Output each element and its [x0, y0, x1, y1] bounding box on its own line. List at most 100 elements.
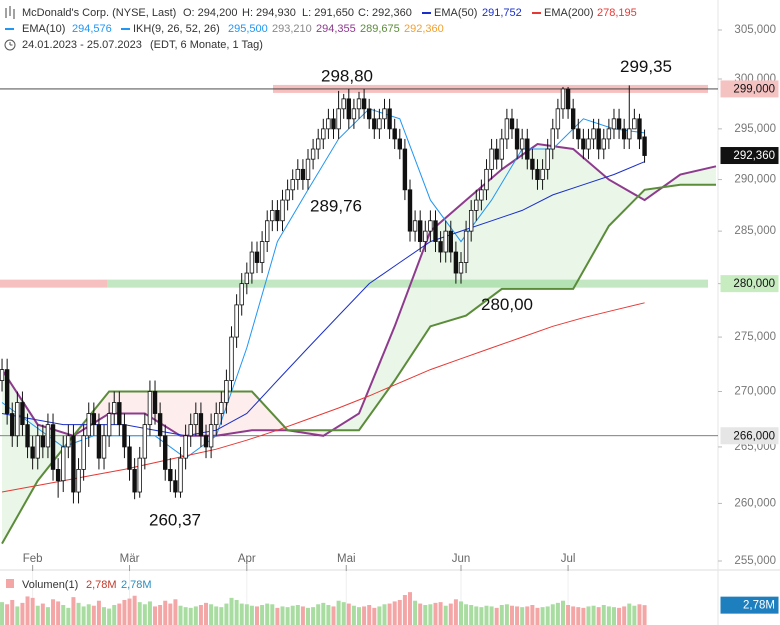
- legend-value: 295,500: [228, 23, 268, 35]
- volume-bar: [382, 604, 387, 625]
- volume-bar: [311, 607, 316, 625]
- close-value: C: 292,360: [358, 7, 412, 19]
- volume-bar: [601, 605, 606, 625]
- volume-bar: [86, 604, 91, 625]
- candle-body: [66, 435, 71, 448]
- volume-bar: [387, 603, 392, 625]
- candle-body: [351, 108, 357, 120]
- volume-bar: [137, 602, 142, 625]
- volume-bar: [15, 606, 20, 625]
- candle-body: [596, 128, 601, 150]
- volume-title: Volumen(1): [22, 579, 78, 591]
- price-label-box: [720, 427, 779, 445]
- volume-bar: [117, 603, 122, 625]
- candle-body: [387, 108, 392, 130]
- candle-body: [550, 128, 555, 150]
- price-label-box: [720, 596, 779, 614]
- volume-bar: [346, 603, 351, 625]
- candle-body: [168, 468, 173, 482]
- volume-bar: [163, 600, 168, 625]
- candle-body: [535, 168, 540, 180]
- candle-body: [627, 128, 632, 140]
- volume-bar: [35, 605, 40, 625]
- volume-bar: [91, 605, 96, 625]
- volume-bar: [321, 602, 326, 625]
- candle-body: [40, 435, 46, 448]
- candle-body: [188, 424, 193, 437]
- candle-body: [570, 108, 576, 130]
- candle-body: [463, 230, 469, 263]
- candle-body: [591, 128, 596, 140]
- volume-bar: [295, 605, 300, 625]
- volume-bar: [453, 599, 458, 625]
- volume-bar: [178, 605, 183, 625]
- volume-value: 2,78M: [86, 579, 117, 591]
- axis-layer: 255,000260,000265,000270,000275,000280,0…: [23, 24, 779, 614]
- legend-name: EMA(10): [22, 23, 65, 35]
- price-annotation: 260,37: [149, 511, 201, 530]
- candle-body: [259, 241, 265, 263]
- candle-body: [25, 424, 30, 448]
- volume-bar: [550, 604, 555, 625]
- volume-icon: [6, 579, 14, 588]
- candle-body: [30, 446, 35, 459]
- volume-bar: [362, 606, 367, 625]
- volume-bar: [122, 600, 127, 625]
- header-layer: McDonald's Corp. (NYSE, Last) O: 294,200…: [4, 6, 637, 591]
- candle-body: [372, 118, 377, 130]
- candle-body: [519, 138, 525, 150]
- volume-bar: [611, 607, 616, 625]
- candle-body: [96, 424, 102, 459]
- price-annotation: 289,76: [310, 196, 362, 215]
- x-tick-label: Jun: [452, 553, 471, 565]
- candle-body: [341, 98, 346, 110]
- candle-body: [356, 98, 362, 110]
- cloud-fill: [537, 143, 574, 289]
- volume-bar: [474, 606, 479, 625]
- ichimoku-values: 295,500 293,210 294,355 289,675 292,360: [228, 23, 444, 35]
- candle-body: [15, 402, 20, 437]
- volume-bar: [443, 605, 448, 625]
- volume-bar: [10, 600, 15, 625]
- candle-body: [397, 138, 402, 150]
- date-range: 24.01.2023 - 25.07.2023: [22, 39, 142, 51]
- candle-body: [132, 468, 137, 493]
- volume-bar: [377, 606, 382, 625]
- volume-bar: [127, 598, 132, 625]
- candle-body: [193, 413, 199, 426]
- candle-body: [489, 148, 494, 170]
- y-tick-label: 275,000: [734, 331, 776, 343]
- volume-bar: [560, 600, 565, 625]
- candle-body: [295, 168, 301, 180]
- candle-body: [219, 402, 224, 414]
- candle-body: [101, 435, 107, 459]
- volume-bar: [458, 601, 463, 625]
- candle-body: [198, 413, 204, 437]
- legend-name: IKH(9, 26, 52, 26): [133, 23, 220, 35]
- volume-bar: [219, 607, 224, 625]
- volume-bar: [234, 600, 239, 625]
- candle-body: [540, 168, 545, 180]
- candle-body: [586, 138, 591, 150]
- volume-bar: [372, 607, 377, 625]
- clock-icon: [4, 39, 16, 51]
- volume-bar: [275, 607, 280, 625]
- candle-body: [545, 148, 550, 170]
- candle-body: [331, 118, 336, 130]
- volume-bar: [540, 607, 545, 625]
- volume-bar: [504, 604, 509, 625]
- candle-body: [203, 435, 209, 448]
- candle-body: [71, 435, 76, 493]
- candle-body: [122, 424, 127, 448]
- open-value: O: 294,200: [183, 7, 237, 19]
- legend-value: 294,355: [316, 23, 356, 35]
- volume-bar: [499, 605, 504, 625]
- ema-line: [1, 302, 645, 493]
- candle-body: [560, 88, 566, 110]
- x-tick-label: Mai: [337, 553, 356, 565]
- volume-bar: [56, 601, 61, 625]
- candle-body: [555, 108, 561, 130]
- price-label: 292,360: [733, 150, 775, 162]
- volume-bar: [596, 607, 601, 625]
